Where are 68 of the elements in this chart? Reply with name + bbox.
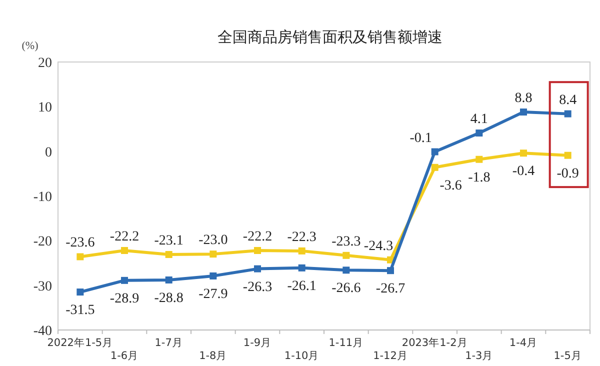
point [342,252,350,259]
x-tick-label: 1-11月 [328,337,364,349]
data-label: -28.9 [110,291,140,306]
point [298,247,306,254]
data-label: -28.8 [154,290,184,306]
data-label: -24.3 [364,238,394,254]
x-tick-label: 2022年1-5月 [47,337,114,349]
data-label: -26.1 [287,278,316,294]
x-tick-label: 1-10月 [284,350,320,362]
point [520,108,527,116]
data-label: -26.7 [376,282,406,297]
y-axis-title: (%) [22,40,39,52]
point [564,110,572,118]
point [564,152,572,159]
data-label: 8.8 [514,91,532,106]
x-tick-label: 1-6月 [110,350,139,362]
x-tick-label: 1-4月 [509,337,538,349]
y-tick-label: -30 [33,279,52,294]
point [121,246,128,254]
data-label: -0.1 [410,130,432,146]
x-tick-label: 1-8月 [199,350,228,362]
data-label: -1.8 [468,170,490,186]
data-label: -22.3 [287,230,316,245]
point [520,150,527,157]
point [210,250,217,258]
point [121,276,128,284]
y-tick-label: -10 [33,190,52,205]
x-tick-label: 1-12月 [373,350,408,362]
y-tick-label: 20 [38,56,52,71]
y-tick-label: 10 [38,100,52,116]
point [387,267,394,274]
data-label: -3.6 [440,178,462,194]
point [476,156,483,163]
data-label: -31.5 [66,303,95,318]
point [431,164,438,171]
data-label: -26.3 [242,280,272,295]
point [254,265,261,272]
point [165,251,172,258]
data-label: -22.2 [110,229,140,244]
x-tick-label: 1-7月 [154,337,183,349]
data-label: -22.2 [242,229,272,244]
x-tick-label: 2023年1-2月 [402,337,468,349]
y-tick-label: -20 [33,234,52,250]
point [342,266,350,274]
y-tick-label: -40 [33,324,52,339]
data-label: -27.9 [198,286,228,302]
data-label: -23.3 [332,234,361,250]
point [76,253,84,260]
point [165,276,172,284]
x-tick-label: 1-9月 [243,337,272,349]
point [76,288,84,296]
x-tick-label: 1-5月 [554,350,582,362]
point [298,264,306,272]
data-label: -23.0 [198,233,228,248]
data-label: -0.9 [556,166,579,182]
data-label: -23.1 [154,234,184,249]
point [476,130,483,137]
point [210,272,217,280]
chart-title: 全国商品房销售面积及销售额增速 [218,28,442,46]
y-tick-label: 0 [45,145,52,160]
data-label: 8.4 [559,92,577,108]
data-label: 4.1 [470,112,488,128]
point [254,246,261,254]
data-label: -23.6 [66,236,95,251]
data-label: -0.4 [512,164,535,180]
x-tick-label: 1-3月 [465,350,494,362]
point [431,148,438,156]
data-label: -26.6 [332,281,361,296]
